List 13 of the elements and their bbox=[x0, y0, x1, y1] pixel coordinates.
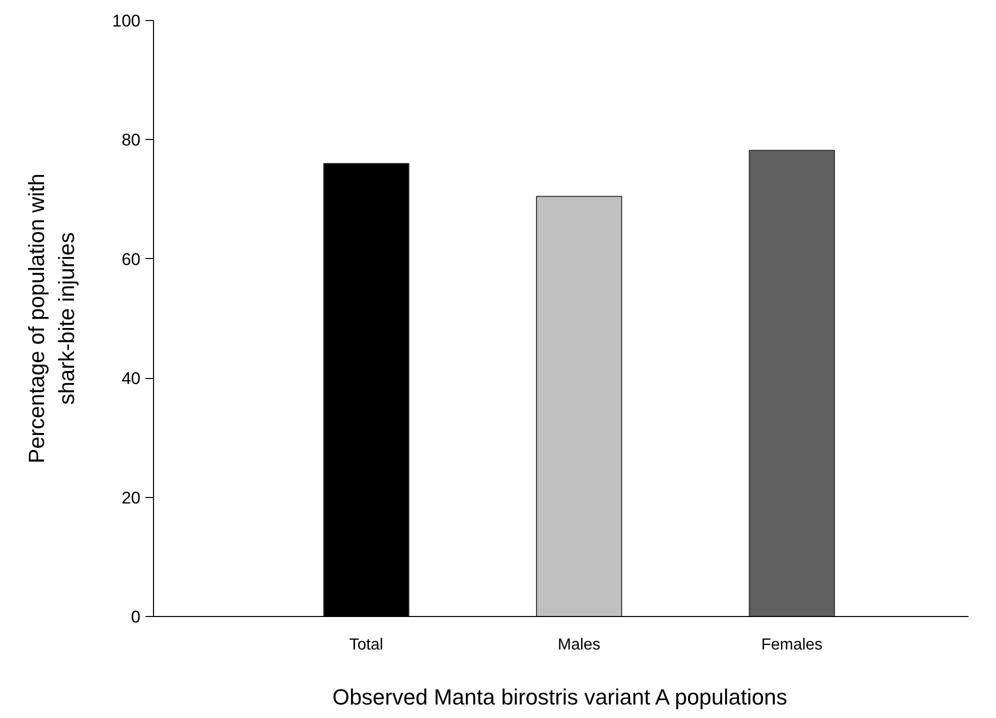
y-tick-label: 20 bbox=[122, 488, 141, 508]
x-tick-label: Males bbox=[558, 636, 600, 654]
bar bbox=[748, 150, 835, 616]
y-tick-label: 60 bbox=[122, 250, 141, 269]
y-tick-label: 40 bbox=[122, 369, 141, 388]
x-tick-label: Total bbox=[349, 636, 384, 654]
y-tick-label: 80 bbox=[122, 130, 141, 150]
x-axis-title: Observed Manta birostris variant A populations bbox=[332, 684, 788, 710]
y-tick-label: 100 bbox=[112, 12, 141, 30]
bar bbox=[536, 196, 622, 616]
x-tick-label: Females bbox=[761, 636, 823, 654]
y-axis-title: Percentage of population with shark-bite injuries bbox=[24, 174, 80, 464]
y-tick-label: 0 bbox=[131, 608, 141, 626]
